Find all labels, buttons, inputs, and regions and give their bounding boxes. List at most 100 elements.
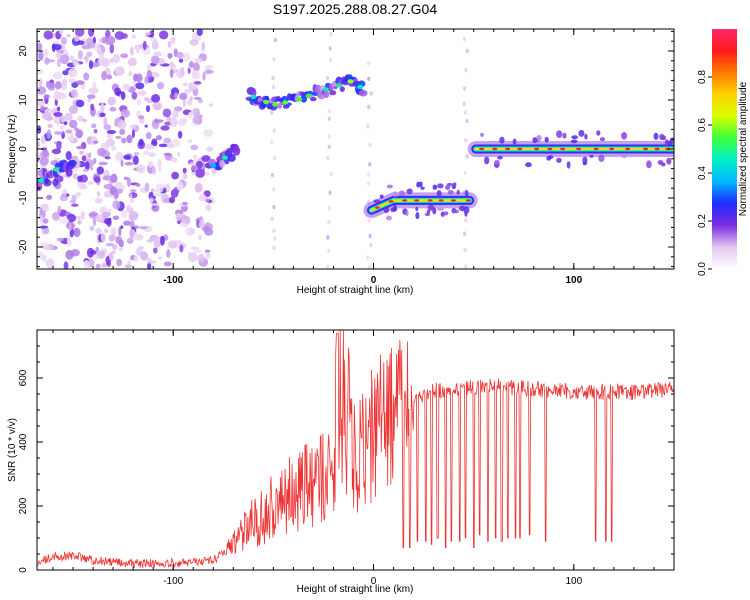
spectrogram-noise-cell: [47, 123, 53, 129]
spectrogram-noise-cell: [147, 262, 152, 269]
spectrogram-noise-cell: [61, 188, 68, 197]
spectrogram-noise-cell: [190, 144, 199, 151]
spectrogram-noise-cell: [109, 234, 116, 241]
track-speckle: [415, 206, 419, 212]
spectrogram-noise-cell: [176, 181, 184, 191]
spectrogram-noise-cell: [327, 248, 331, 253]
spectrogram-y-tick-label: -10: [18, 190, 29, 205]
track-speckle: [512, 138, 517, 145]
track-speckle: [432, 184, 438, 190]
track-peak: [547, 147, 553, 151]
spectrogram-noise-cell: [110, 227, 117, 236]
spectrogram-noise-cell: [201, 155, 211, 162]
spectrogram-noise-cell: [273, 236, 277, 241]
spectrogram-noise-cell: [123, 220, 131, 226]
spectrogram-noise-cell: [131, 129, 135, 138]
spectrogram-noise-cell: [465, 118, 469, 124]
spectrogram-noise-cell: [51, 148, 62, 155]
spectrogram-noise-cell: [128, 211, 139, 221]
track-peak: [534, 147, 540, 151]
spectrogram-noise-cell: [68, 78, 76, 84]
spectrogram-noise-cell: [129, 229, 135, 239]
track-blob: [67, 159, 77, 167]
track-peak: [665, 147, 671, 151]
spectrogram-noise-cell: [153, 51, 163, 57]
spectrogram-noise-cell: [111, 146, 116, 151]
spectrogram-noise-cell: [464, 68, 468, 73]
spectrogram-noise-cell: [69, 105, 78, 114]
spectrogram-noise-cell: [62, 70, 70, 76]
spectrogram-noise-cell: [112, 244, 118, 250]
colorbar-label: Normalized spectral amplitude: [738, 81, 749, 216]
track-peak: [576, 147, 582, 151]
colorbar-scale: [712, 29, 737, 269]
spectrogram-noise-cell: [70, 88, 78, 98]
track-speckle: [596, 130, 601, 136]
spectrogram-noise-cell: [145, 105, 151, 113]
spectrogram-noise-cell: [369, 243, 373, 248]
spectrogram-noise-cell: [91, 123, 97, 129]
spectrogram-noise-cell: [92, 36, 96, 45]
spectrogram-noise-cell: [120, 53, 129, 59]
spectrogram-noise-cell: [39, 157, 49, 166]
spectrogram-noise-cell: [75, 29, 85, 37]
spectrogram-noise-cell: [464, 264, 468, 269]
spectrogram-noise-cell: [165, 183, 171, 193]
spectrogram-noise-cell: [130, 220, 135, 229]
spectrogram-noise-cell: [151, 40, 159, 50]
spectrogram-noise-cell: [327, 205, 331, 211]
spectrogram-noise-cell: [369, 91, 373, 96]
spectrogram-noise-cell: [155, 135, 162, 141]
spectrogram-noise-cell: [98, 52, 105, 61]
spectrogram-noise-cell: [272, 204, 276, 210]
spectrogram-noise-cell: [67, 235, 71, 244]
snr-y-axis-label: SNR (10 * v/v): [7, 418, 18, 482]
track-blob: [339, 86, 345, 92]
track-speckle: [437, 207, 445, 211]
track-blob: [227, 153, 236, 162]
spectrogram-noise-cell: [104, 156, 111, 160]
spectrogram-noise-cell: [88, 87, 99, 94]
spectrogram-noise-cell: [184, 88, 191, 94]
spectrogram-noise-cell: [180, 66, 185, 76]
spectrogram-noise-cell: [144, 76, 149, 85]
spectrogram-noise-cell: [76, 145, 85, 150]
track-speckle: [664, 139, 669, 147]
spectrogram-noise-cell: [182, 201, 188, 206]
track-blob: [300, 94, 308, 103]
spectrogram-noise-cell: [37, 98, 45, 107]
spectrogram-noise-cell: [129, 124, 136, 130]
spectrogram-noise-cell: [328, 108, 332, 114]
spectrogram-noise-cell: [463, 110, 468, 115]
track-speckle: [405, 210, 409, 217]
spectrogram-noise-cell: [191, 73, 201, 80]
spectrogram-noise-cell: [77, 175, 83, 183]
spectrogram-noise-cell: [52, 91, 63, 101]
track-blob: [358, 89, 368, 97]
spectrogram-noise-cell: [197, 98, 203, 104]
track-peak: [593, 147, 599, 151]
spectrogram-noise-cell: [127, 237, 133, 243]
spectrogram-noise-cell: [194, 57, 203, 63]
colorbar-ticks: 0.0 0.2 0.4 0.6 0.8: [697, 70, 712, 276]
spectrogram-noise-cell: [96, 46, 102, 53]
spectrogram-noise-cell: [142, 150, 150, 155]
spectrogram-noise-cell: [132, 80, 136, 87]
spectrogram-noise-cell: [145, 132, 152, 140]
track-blob: [219, 160, 226, 168]
spectrogram-noise-cell: [93, 140, 99, 144]
spectrogram-noise-cell: [101, 71, 107, 81]
spectrogram-noise-cell: [136, 50, 140, 54]
spectrogram-noise-cell: [106, 74, 113, 80]
spectrogram-noise-cell: [93, 176, 101, 183]
spectrogram-noise-cell: [133, 255, 139, 262]
spectrogram-noise-cell: [157, 81, 165, 90]
spectrogram-noise-cell: [366, 255, 370, 260]
spectrogram-noise-cell: [120, 159, 124, 167]
spectrogram-noise-cell: [51, 212, 61, 221]
colorbar-tick-label: 0.2: [697, 214, 708, 228]
spectrogram-noise-cell: [209, 103, 213, 107]
spectrogram-x-tick-label: 100: [565, 275, 582, 286]
spectrogram-noise-cell: [179, 244, 184, 253]
track-core: [272, 102, 279, 107]
